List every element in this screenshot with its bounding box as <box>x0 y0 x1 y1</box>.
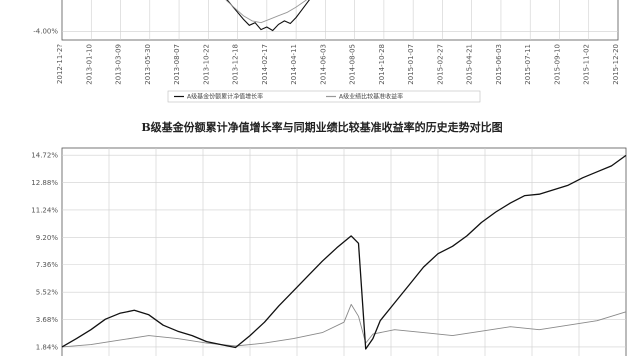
top-legend-label-2: A级业绩比较基准收益率 <box>339 93 403 101</box>
top-x-tick-label: 2014-04-11 <box>290 44 298 85</box>
bottom-y-tick-label: 5.52% <box>36 289 59 297</box>
top-x-tick-label: 2015-09-10 <box>553 44 561 85</box>
bottom-y-tick-label: 3.68% <box>36 316 59 324</box>
top-x-tick-label: 2014-02-17 <box>261 44 269 85</box>
top-x-tick-label: 2013-01-10 <box>85 44 93 85</box>
top-x-tick-label: 2013-12-18 <box>232 44 240 85</box>
top-plot-frame <box>61 0 619 41</box>
top-series-line-2 <box>225 0 308 24</box>
bottom-y-tick-label: 11.24% <box>31 206 58 214</box>
top-x-tick-label: 2015-07-11 <box>524 44 532 85</box>
top-x-tick-label: 2013-08-07 <box>173 44 181 85</box>
bottom-y-tick-label: 14.72% <box>31 152 58 160</box>
top-x-tick-label: 2015-01-07 <box>407 44 415 85</box>
top-x-tick-label: 2015-12-20 <box>612 44 620 85</box>
top-x-tick-label: 2015-11-02 <box>583 44 591 85</box>
bottom-y-tick-label: 9.20% <box>36 234 59 242</box>
top-x-tick-label: 2013-03-09 <box>115 44 123 85</box>
bottom-y-tick-label: 12.88% <box>31 179 58 187</box>
top-x-tick-label: 2013-10-22 <box>202 44 210 85</box>
bottom-y-tick-label: 1.84% <box>36 343 59 351</box>
top-x-tick-label: 2014-08-05 <box>349 44 357 85</box>
bottom-series-line-1 <box>61 154 627 350</box>
top-x-tick-label: 2014-10-28 <box>378 44 386 85</box>
top-legend-box <box>167 90 481 103</box>
bottom-y-tick-label: 7.36% <box>36 261 59 269</box>
top-x-tick-label: 2015-02-27 <box>436 44 444 85</box>
top-x-tick-label: 2015-04-21 <box>466 44 474 85</box>
bottom-series-line-2 <box>61 303 627 348</box>
top-series-line-1 <box>226 0 310 32</box>
top-legend-label-1: A级基金份额累计净值增长率 <box>187 93 263 101</box>
top-x-tick-label: 2014-06-03 <box>319 44 327 85</box>
top-x-tick-label: 2013-05-30 <box>144 44 152 85</box>
top-y-tick-label: -4.00% <box>33 27 58 35</box>
bottom-chart-title: B级基金份额累计净值增长率与同期业绩比较基准收益率的历史走势对比图 <box>141 120 502 134</box>
top-x-tick-label: 2012-11-2? <box>56 44 64 84</box>
top-x-tick-label: 2015-06-03 <box>495 44 503 85</box>
